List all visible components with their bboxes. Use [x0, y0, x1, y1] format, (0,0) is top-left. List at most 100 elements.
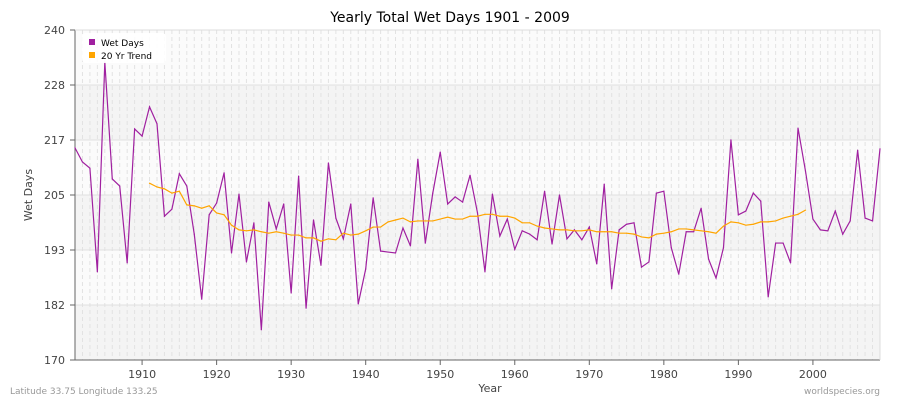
wet-days-point — [491, 193, 494, 195]
wet-days-point — [611, 288, 613, 290]
trend-point — [447, 216, 449, 218]
wet-days-point — [879, 148, 881, 150]
wet-days-point — [640, 266, 643, 268]
trend-point — [230, 224, 233, 226]
legend-label-trend: 20 Yr Trend — [101, 52, 152, 62]
wet-days-point — [230, 252, 233, 254]
axes: 170 182 193 205 217 228 240 1910 1920 1930 1940 195… — [44, 24, 881, 381]
trend-point — [648, 237, 650, 239]
wet-days-point — [126, 262, 128, 264]
series-lines — [74, 61, 881, 331]
wet-days-point — [558, 194, 561, 196]
trend-point — [223, 214, 225, 216]
wet-days-point — [163, 215, 166, 217]
wet-days-point — [245, 261, 248, 263]
trend-point — [402, 217, 404, 219]
wet-days-point — [372, 197, 374, 199]
trend-point — [707, 231, 710, 233]
wet-days-point — [312, 219, 315, 221]
wet-days-point — [409, 245, 412, 247]
wet-days-point — [476, 212, 479, 214]
wet-days-point — [596, 263, 598, 265]
wet-days-point — [633, 222, 635, 224]
x-tick-label: 1920 — [203, 368, 231, 381]
trend-point — [760, 221, 762, 223]
wet-days-point — [417, 158, 419, 160]
x-tick-label: 1970 — [575, 368, 603, 381]
trend-point — [357, 233, 359, 235]
trend-point — [506, 215, 508, 217]
wet-days-point — [685, 231, 687, 233]
wet-days-point — [499, 235, 501, 237]
wet-days-point — [283, 203, 285, 205]
trend-point — [342, 232, 344, 234]
trend-point — [208, 205, 210, 207]
wet-days-point — [111, 178, 113, 180]
trend-point — [350, 234, 352, 236]
wet-days-point — [670, 247, 672, 249]
wet-days-point — [89, 167, 91, 169]
trend-point — [752, 223, 754, 225]
wet-days-point — [857, 149, 859, 151]
trend-point — [327, 238, 330, 240]
wet-days-point — [216, 202, 218, 204]
trend-point — [603, 231, 605, 233]
wet-days-point — [737, 214, 739, 216]
trend-point — [611, 231, 613, 233]
wet-days-point — [715, 277, 717, 279]
trend-point — [365, 230, 367, 232]
trend-point — [320, 240, 322, 242]
trend-point — [387, 221, 389, 223]
trend-point — [298, 234, 300, 236]
trend-point — [163, 188, 166, 190]
wet-days-point — [201, 298, 203, 300]
trend-point — [625, 232, 628, 234]
wet-days-point — [298, 175, 300, 177]
trend-point — [722, 225, 725, 227]
legend-swatch-wet-days — [89, 39, 95, 45]
wet-days-point — [804, 170, 807, 172]
trend-point — [148, 182, 151, 184]
wet-days-point — [424, 242, 426, 244]
wet-days-point — [96, 271, 98, 273]
trend-point — [335, 239, 337, 241]
trend-point — [670, 231, 672, 233]
trend-point — [156, 186, 158, 188]
y-tick-label: 240 — [44, 24, 65, 37]
wet-days-point — [789, 262, 792, 264]
wet-days-point — [842, 233, 844, 235]
trend-point — [380, 226, 382, 228]
y-tick-label: 170 — [44, 354, 65, 367]
trend-point — [245, 230, 248, 232]
wet-days-point — [119, 185, 121, 187]
wet-days-point — [543, 190, 546, 192]
wet-days-point — [760, 200, 762, 202]
wet-days-point — [357, 303, 359, 305]
trend-point — [461, 218, 464, 220]
wet-days-point — [581, 239, 583, 241]
wet-days-point — [439, 151, 441, 153]
wet-days-point — [506, 218, 508, 220]
trend-point — [491, 213, 494, 215]
wet-days-point — [81, 161, 84, 163]
wet-days-point — [327, 162, 330, 164]
trend-point — [655, 233, 657, 235]
wet-days-point — [156, 123, 158, 125]
wet-days-point — [573, 229, 575, 231]
wet-days-point — [74, 147, 76, 149]
x-tick-label: 1910 — [128, 368, 156, 381]
wet-days-point — [260, 329, 262, 331]
wet-days-point — [745, 210, 747, 212]
trend-point — [789, 215, 792, 217]
trend-point — [484, 213, 486, 215]
wet-days-point — [461, 201, 464, 203]
wet-days-point — [871, 220, 874, 222]
wet-days-point — [655, 192, 657, 194]
wet-days-point — [827, 230, 829, 232]
wet-days-point — [603, 183, 605, 185]
wet-days-point — [663, 190, 665, 192]
wet-days-point — [223, 172, 225, 174]
trend-point — [372, 226, 374, 228]
y-tick-label: 193 — [44, 244, 65, 257]
